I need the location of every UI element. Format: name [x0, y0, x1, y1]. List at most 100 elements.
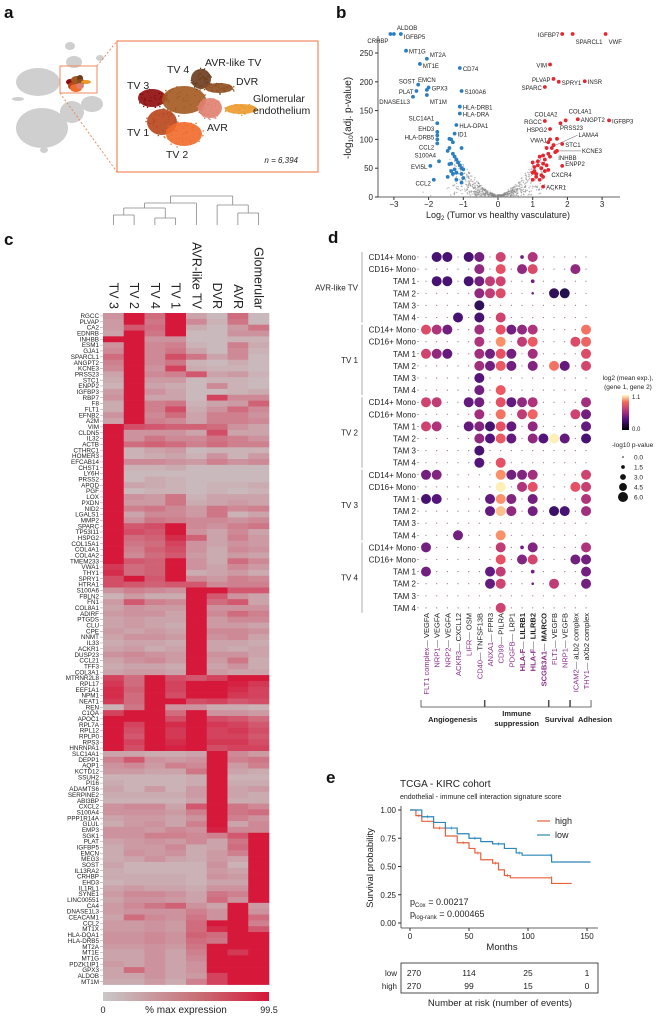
heatmap-cell	[227, 628, 249, 635]
interaction-dot	[549, 288, 560, 299]
heatmap-cell	[206, 587, 228, 594]
ns-gene-point	[523, 180, 525, 182]
receptor-name: VEGFA	[422, 613, 431, 638]
umap-cell-point	[165, 89, 167, 92]
heatmap-cell	[227, 850, 249, 857]
y-tick-label: 0	[369, 193, 374, 202]
gene-label: INHBB	[558, 156, 576, 162]
dotplot-row-label: TAM 2	[393, 435, 417, 444]
ns-gene-point	[468, 180, 471, 183]
ns-gene-point	[520, 186, 522, 189]
heatmap-cell	[206, 534, 228, 542]
interaction-dot-nonsignificant	[585, 256, 587, 258]
upregulated-gene-point	[536, 159, 540, 164]
ns-gene-point	[463, 188, 466, 190]
upregulated-gene-point	[570, 32, 575, 36]
heatmap-cell	[186, 733, 208, 740]
gene-label: RGCC	[524, 120, 542, 126]
km-x-tick-label: 50	[465, 932, 474, 941]
heatmap-cell	[186, 850, 208, 857]
gene-label: GPX3	[432, 87, 449, 93]
heatmap-row-label: MMP2	[81, 517, 100, 524]
ns-gene-point	[531, 187, 534, 189]
heatmap-cell	[103, 365, 125, 372]
umap-cell-point	[214, 105, 217, 107]
interaction-dot-nonsignificant	[574, 389, 576, 391]
interaction-dot-nonsignificant	[564, 280, 566, 282]
ns-gene-point	[446, 187, 448, 189]
heatmap-cell	[144, 972, 166, 980]
interaction-dot	[485, 566, 496, 577]
ns-gene-point	[497, 196, 499, 198]
heatmap-cell	[144, 885, 166, 892]
umap-cell-point	[190, 82, 192, 84]
ns-gene-point	[544, 183, 546, 186]
interaction-dot	[527, 554, 538, 565]
interaction-dot-nonsignificant	[510, 377, 512, 379]
heatmap-cell	[186, 464, 208, 471]
upregulated-gene-point	[560, 142, 565, 146]
heatmap-cell	[165, 371, 187, 378]
heatmap-cell	[206, 517, 228, 524]
heatmap-cell	[123, 546, 145, 553]
downregulated-gene-point	[388, 32, 393, 36]
y-tick-label: 50	[364, 164, 373, 173]
ns-gene-point	[478, 184, 480, 187]
heatmap-cell	[206, 821, 228, 828]
heatmap-cell	[123, 850, 145, 857]
heatmap-cell	[227, 622, 249, 629]
ns-gene-point	[525, 174, 527, 176]
interaction-dot-nonsignificant	[532, 595, 534, 597]
y-axis-label: -log10(adj. p-value)	[343, 77, 355, 159]
interaction-dot-nonsignificant	[521, 377, 523, 379]
heatmap-cell	[227, 605, 249, 612]
ns-gene-point	[521, 186, 524, 188]
gene-label: CD74	[463, 67, 479, 73]
heatmap-cell	[186, 610, 208, 617]
heatmap-row-label: PTGDS	[77, 617, 99, 624]
heatmap-cell	[123, 313, 145, 320]
ns-gene-point	[471, 175, 473, 177]
ns-gene-point	[511, 189, 514, 191]
interaction-dot	[474, 360, 485, 371]
interaction-dot	[495, 554, 506, 565]
heatmap-cell	[186, 476, 208, 483]
heatmap-cell	[144, 645, 166, 653]
heatmap-cell	[248, 756, 270, 763]
interaction-dot-nonsignificant	[446, 450, 448, 452]
heatmap-cell	[206, 920, 228, 927]
umap-cell-point	[201, 84, 203, 87]
heatmap-cell	[123, 768, 145, 775]
interaction-dot-nonsignificant	[425, 365, 427, 367]
heatmap-cell	[248, 786, 270, 793]
interaction-dot	[474, 397, 485, 408]
heatmap-cell	[103, 669, 125, 676]
umap-cell-point	[227, 111, 230, 113]
heatmap-cell	[103, 464, 125, 471]
heatmap-cell	[227, 499, 249, 507]
heatmap-row-label: REN	[86, 704, 100, 711]
ns-gene-point	[465, 180, 467, 182]
heatmap-cell	[248, 902, 270, 909]
umap-cell-point	[164, 122, 166, 124]
heatmap-row-label: HSPG2	[78, 535, 100, 542]
umap-cell-point	[196, 82, 198, 84]
risk-table-row-label: low	[385, 969, 397, 978]
interaction-dot-nonsignificant	[510, 522, 512, 524]
heatmap-cell	[227, 844, 249, 851]
heatmap-cell	[123, 622, 145, 629]
receptor-name: OSM	[465, 613, 474, 630]
interaction-dot-nonsignificant	[574, 304, 576, 306]
heatmap-cell	[227, 336, 249, 343]
interaction-dot	[527, 433, 538, 444]
umap-cell-point	[227, 87, 229, 89]
heatmap-cell	[186, 821, 208, 828]
km-x-tick-label: 100	[521, 932, 535, 941]
umap-cell-point	[214, 117, 217, 119]
ns-gene-point	[479, 188, 481, 191]
heatmap-cell	[123, 569, 145, 577]
ns-gene-point	[459, 160, 462, 163]
heatmap-cell	[103, 599, 125, 606]
umap-cell-point	[156, 125, 158, 128]
heatmap-cell	[165, 867, 187, 874]
